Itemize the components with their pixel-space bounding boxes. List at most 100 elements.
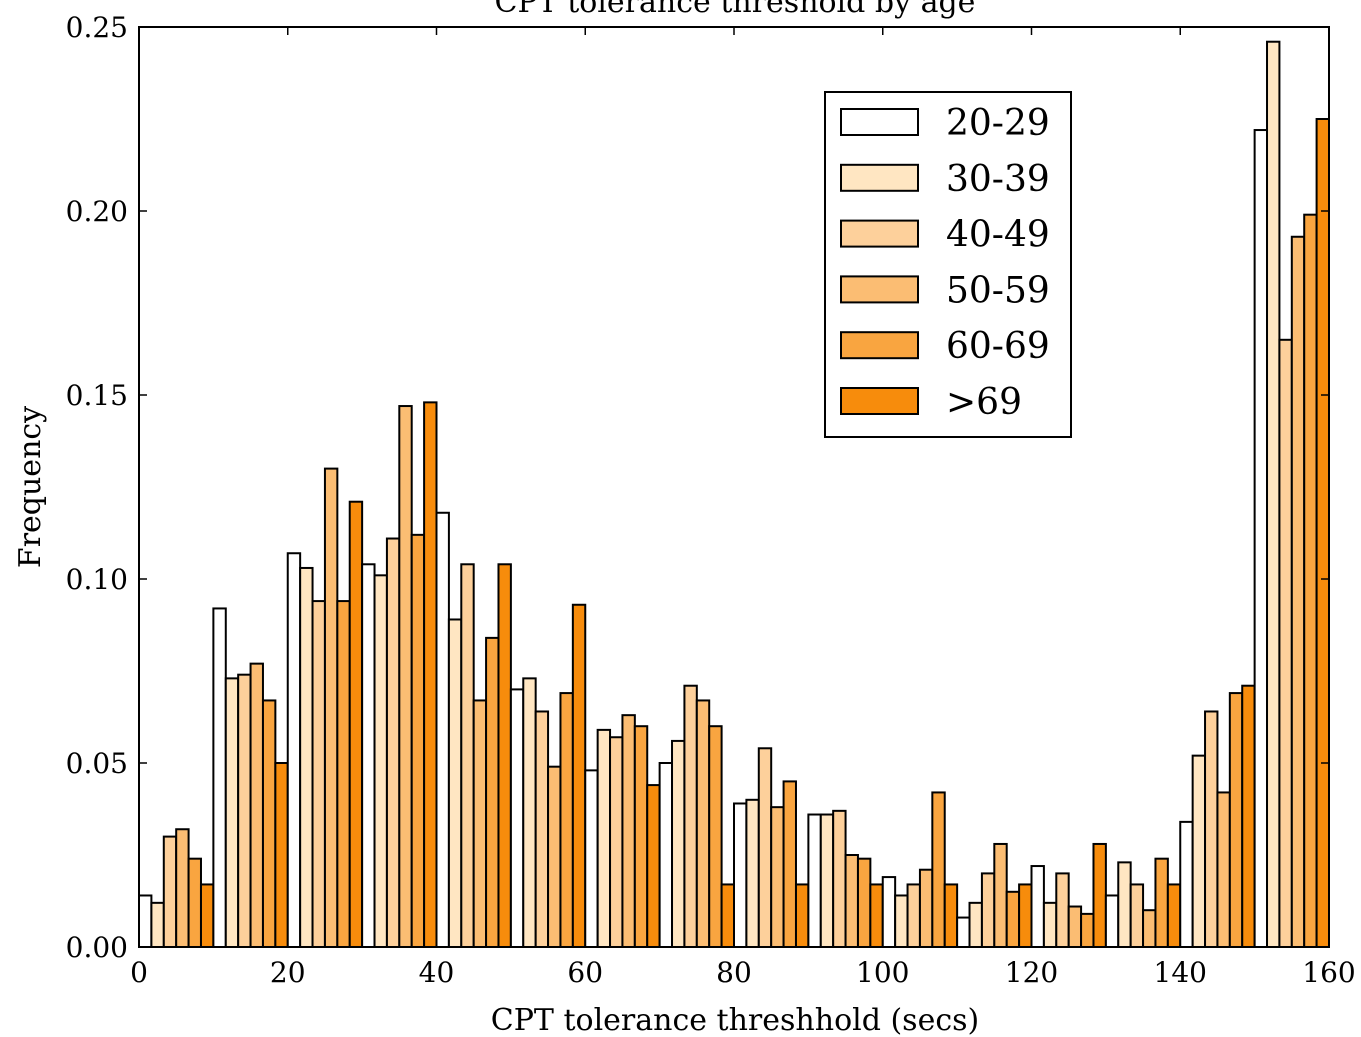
bar bbox=[906, 883, 921, 949]
bar bbox=[237, 673, 252, 948]
x-tick-label: 40 bbox=[419, 956, 455, 989]
bar bbox=[162, 835, 178, 948]
x-tick-label: 20 bbox=[270, 956, 306, 989]
x-tick-label: 0 bbox=[130, 956, 148, 989]
bar bbox=[1228, 692, 1244, 949]
bar bbox=[398, 405, 413, 949]
x-tick-labels: 0 20 40 60 80 100 120 140 160 bbox=[130, 956, 1356, 989]
y-axis-label: Frequency bbox=[13, 406, 48, 568]
bar bbox=[1253, 129, 1269, 949]
y-tick-label: 0.20 bbox=[66, 195, 128, 228]
bar bbox=[757, 747, 773, 949]
bar bbox=[720, 883, 735, 949]
bar bbox=[175, 828, 190, 948]
legend-items: 20-29 30-39 40-49 50-59 60-69 >69 bbox=[840, 103, 1050, 423]
bar bbox=[918, 868, 934, 948]
bar bbox=[794, 883, 810, 949]
bar bbox=[1191, 754, 1207, 949]
bar bbox=[1104, 894, 1120, 948]
bar bbox=[646, 784, 661, 949]
y-tick-labels: 0.00 0.05 0.10 0.15 0.20 0.25 bbox=[66, 11, 128, 964]
bar bbox=[1067, 905, 1083, 949]
bar bbox=[658, 762, 674, 948]
bar bbox=[509, 688, 525, 949]
bar bbox=[980, 872, 996, 949]
bar bbox=[559, 692, 574, 949]
axis-ticks bbox=[138, 26, 1330, 948]
legend-swatch bbox=[840, 219, 919, 248]
bar bbox=[472, 699, 488, 948]
bar bbox=[348, 500, 364, 948]
bar bbox=[150, 901, 165, 949]
bar bbox=[497, 563, 512, 949]
bar bbox=[671, 739, 686, 948]
bar bbox=[832, 809, 847, 949]
bar bbox=[968, 901, 983, 949]
bar bbox=[683, 684, 698, 948]
bar bbox=[1216, 791, 1231, 948]
legend-label: 40-49 bbox=[946, 215, 1050, 256]
y-tick-label: 0.00 bbox=[66, 931, 128, 964]
bar bbox=[1166, 883, 1182, 949]
bar bbox=[1179, 820, 1194, 949]
bar bbox=[1315, 118, 1330, 948]
bar bbox=[522, 677, 537, 948]
bar bbox=[1080, 912, 1095, 949]
bar bbox=[993, 842, 1008, 949]
bar bbox=[584, 769, 599, 948]
bar bbox=[299, 566, 314, 949]
bar bbox=[1290, 235, 1306, 948]
bar bbox=[819, 813, 835, 949]
bar bbox=[311, 600, 326, 949]
bar bbox=[1142, 909, 1157, 949]
bar bbox=[385, 537, 401, 949]
bar bbox=[596, 728, 612, 948]
bar bbox=[708, 725, 723, 949]
bar bbox=[1005, 890, 1021, 948]
legend-swatch bbox=[840, 275, 919, 304]
bar bbox=[621, 714, 636, 948]
bar bbox=[856, 857, 872, 948]
bar bbox=[323, 467, 339, 948]
y-tick-label: 0.05 bbox=[66, 747, 128, 780]
y-tick-label: 0.25 bbox=[66, 11, 128, 44]
bar bbox=[274, 762, 289, 948]
bar bbox=[224, 677, 240, 948]
bar bbox=[249, 662, 264, 948]
bar bbox=[1129, 883, 1145, 949]
bar bbox=[881, 876, 897, 949]
bar bbox=[943, 883, 959, 949]
bar bbox=[869, 883, 884, 949]
bar bbox=[1055, 872, 1070, 949]
x-axis-label: CPT tolerance threshhold (secs) bbox=[491, 1003, 979, 1037]
bar bbox=[447, 618, 463, 948]
x-tick-label: 80 bbox=[716, 956, 752, 989]
bar bbox=[571, 603, 587, 948]
bar bbox=[410, 533, 426, 949]
bar bbox=[212, 607, 227, 948]
y-tick-label: 0.10 bbox=[66, 563, 128, 596]
legend-swatch bbox=[840, 387, 919, 415]
legend-swatch bbox=[840, 331, 919, 360]
bar bbox=[199, 883, 215, 949]
legend: 20-29 30-39 40-49 50-59 60-69 >69 bbox=[824, 91, 1072, 438]
legend-swatch bbox=[840, 108, 919, 136]
bar bbox=[633, 725, 649, 949]
bar bbox=[1241, 684, 1256, 948]
bar bbox=[1042, 901, 1058, 949]
legend-label: 50-59 bbox=[946, 270, 1050, 311]
bar bbox=[547, 765, 562, 948]
bar bbox=[1303, 213, 1318, 948]
bar bbox=[1018, 883, 1033, 949]
bar bbox=[956, 916, 971, 948]
bar bbox=[286, 552, 302, 948]
bar bbox=[1154, 857, 1169, 948]
bar bbox=[733, 802, 748, 948]
bar bbox=[138, 894, 153, 948]
bar bbox=[782, 780, 797, 949]
bar bbox=[931, 791, 946, 948]
x-tick-label: 160 bbox=[1302, 956, 1355, 989]
bar bbox=[373, 574, 388, 948]
x-tick-label: 140 bbox=[1154, 956, 1207, 989]
